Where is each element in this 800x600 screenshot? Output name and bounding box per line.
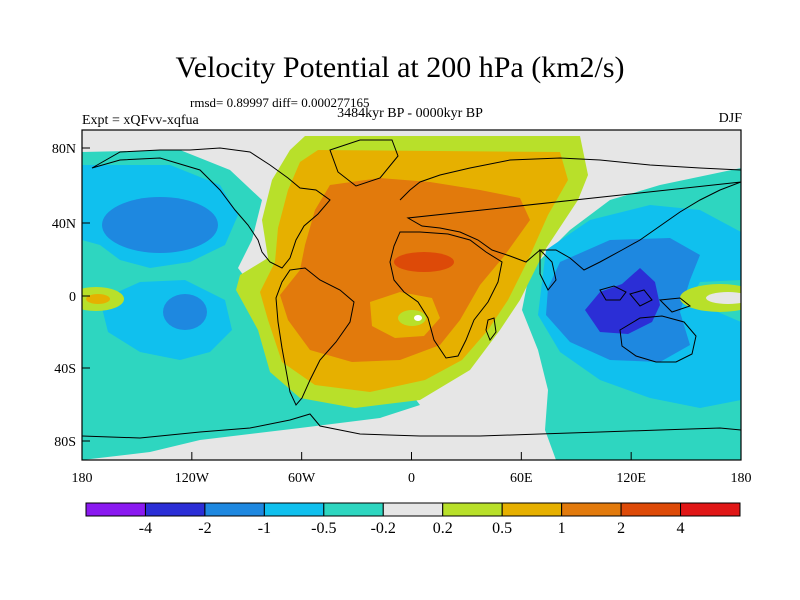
colorbar-swatch (263, 502, 325, 517)
colorbar-label: -4 (138, 520, 153, 537)
coast-greenland (329, 139, 399, 187)
positive-region-1-hole-core (414, 315, 422, 321)
coast-antarctica (82, 413, 741, 439)
colorbar-swatch (501, 502, 563, 517)
contour-west-neg1b (163, 294, 207, 330)
coast-madagascar (485, 317, 497, 342)
y-axis: 80N 40N 0 40S 80S (52, 142, 90, 450)
colorbar-swatch (382, 502, 444, 517)
colorbar-swatch (85, 502, 146, 517)
colorbar-label: 2 (617, 520, 626, 537)
x-tick-label: 0 (408, 471, 415, 486)
colorbar-label: -1 (257, 520, 272, 537)
y-tick-label: 0 (69, 290, 76, 305)
experiment-label: Expt = xQFvv-xqfua (82, 113, 199, 128)
coast-eurasia (399, 157, 741, 271)
colorbar-label: 0.5 (492, 520, 513, 537)
contour-field (82, 130, 741, 460)
contour-west-neg1 (102, 197, 218, 253)
y-tick-label: 40N (52, 217, 76, 232)
colorbar-swatch (204, 502, 265, 517)
colorbar-label: 0.2 (432, 520, 453, 537)
coastlines (82, 139, 741, 439)
y-tick-label: 80S (54, 435, 76, 450)
colorbar-swatch (561, 502, 622, 517)
coast-africa (389, 231, 503, 359)
positive-region-2 (394, 252, 454, 272)
colorbar-label: -0.5 (311, 520, 337, 537)
colorbar-swatch (680, 502, 741, 517)
colorbar (85, 502, 741, 517)
x-tick-label: 180 (731, 471, 752, 486)
coast-australia (619, 315, 697, 363)
x-tick-label: 120W (175, 471, 210, 486)
x-tick-label: 60E (510, 471, 533, 486)
coast-south-america (275, 267, 355, 406)
coast-maritime-continent (599, 285, 692, 313)
colorbar-label: -2 (198, 520, 212, 537)
contour-pacific-pos-inner (86, 294, 110, 304)
stats-line: rmsd= 0.89997 diff= 0.000277165 (190, 95, 370, 110)
colorbar-swatch (144, 502, 206, 517)
contour-east-pacific-neutral (706, 292, 741, 304)
colorbar-swatch (323, 502, 384, 517)
colorbar-swatch (442, 502, 503, 517)
positive-region-1 (280, 178, 530, 362)
colorbar-swatch (620, 502, 682, 517)
season-label: DJF (718, 111, 742, 126)
x-tick-label: 180 (72, 471, 93, 486)
x-axis: 180 120W 60W 0 60E 120E 180 (72, 452, 752, 486)
x-tick-label: 120E (616, 471, 646, 486)
colorbar-label: -0.2 (370, 520, 396, 537)
colorbar-label: 4 (676, 520, 685, 537)
y-tick-label: 40S (54, 362, 76, 377)
x-tick-label: 60W (288, 471, 316, 486)
positive-region-1-hole-inner (398, 310, 426, 326)
period-label: 3484kyr BP - 0000kyr BP (337, 106, 483, 121)
coast-indian-peninsula (539, 248, 557, 291)
y-tick-label: 80N (52, 142, 76, 157)
coast-north-america (91, 147, 331, 269)
map-title: Velocity Potential at 200 hPa (km2/s) (175, 51, 625, 84)
colorbar-label: 1 (557, 520, 566, 537)
